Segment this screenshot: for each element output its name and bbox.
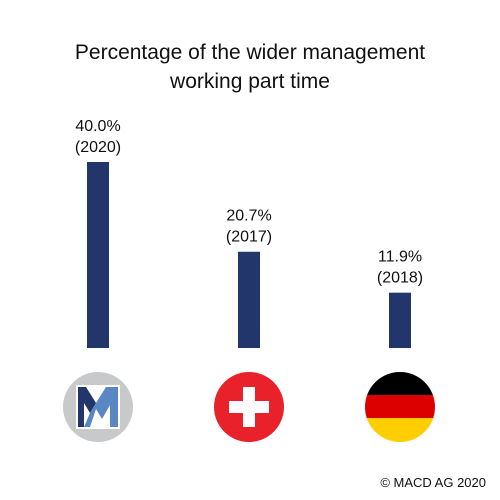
value-label-germany: 11.9% [378, 249, 422, 266]
copyright-text: © MACD AG 2020 [380, 475, 486, 490]
chart-title-line-2: working part time [170, 70, 330, 93]
bar-germany [389, 292, 411, 348]
year-label-macd: (2020) [75, 139, 121, 156]
year-label-germany: (2018) [377, 270, 423, 287]
macd-logo-icon [63, 372, 133, 442]
swiss-flag-icon [214, 372, 284, 442]
year-label-switzerland: (2017) [226, 229, 272, 246]
chart-title-line-1: Percentage of the wider management [74, 41, 426, 64]
chart-title: Percentage of the wider management worki… [0, 38, 500, 96]
bars [87, 162, 411, 348]
bar-switzerland [238, 251, 260, 348]
value-label-macd: 40.0% [75, 118, 120, 135]
data-labels: 40.0% (2020) 20.7% (2017) 11.9% (2018) [75, 118, 423, 287]
german-flag-icon [365, 372, 435, 442]
bar-macd [87, 162, 109, 348]
value-label-switzerland: 20.7% [226, 208, 271, 225]
